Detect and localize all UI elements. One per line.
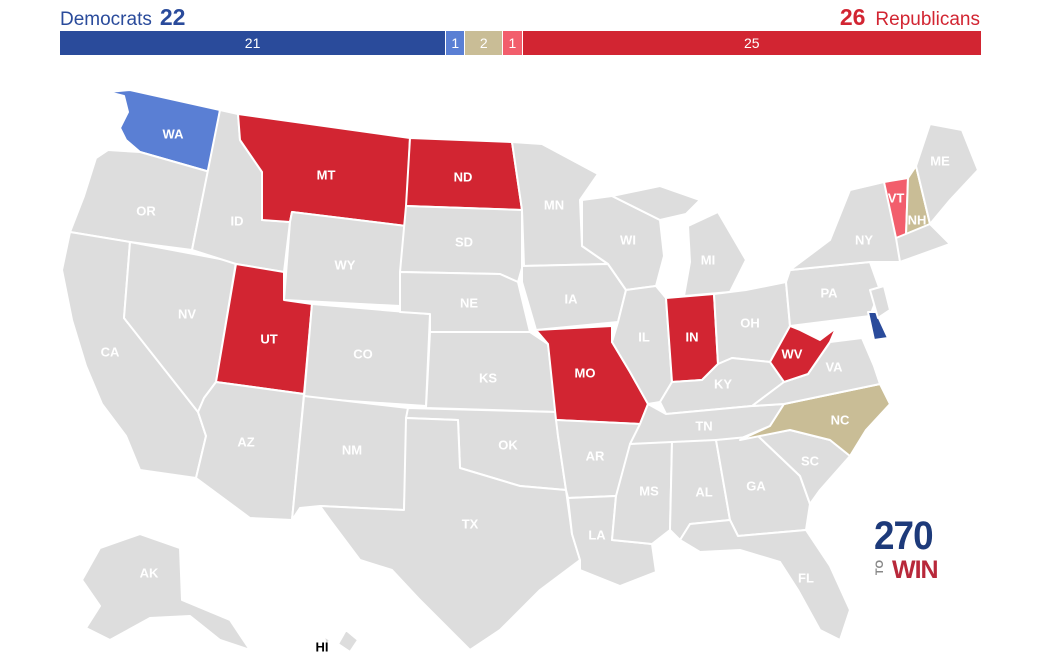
logo-270-text: 270	[874, 514, 934, 558]
label-me: ME	[930, 153, 950, 168]
label-ut: UT	[260, 331, 277, 346]
label-ny: NY	[855, 232, 873, 247]
label-wi: WI	[620, 232, 636, 247]
label-mn: MN	[544, 197, 564, 212]
state-wa[interactable]	[107, 89, 221, 173]
label-ky: KY	[714, 376, 732, 391]
label-va: VA	[825, 359, 843, 374]
state-az[interactable]	[195, 381, 305, 521]
label-ks: KS	[479, 370, 497, 385]
label-ar: AR	[586, 448, 605, 463]
logo-win-text: WIN	[892, 556, 939, 584]
label-il: IL	[638, 329, 650, 344]
label-sd: SD	[455, 234, 473, 249]
label-ia: IA	[565, 291, 579, 306]
label-sc: SC	[801, 453, 820, 468]
label-or: OR	[136, 203, 156, 218]
label-mi: MI	[701, 252, 715, 267]
label-nv: NV	[178, 306, 196, 321]
label-vt: VT	[888, 190, 905, 205]
state-nj	[869, 285, 891, 319]
bar-segment-safe-dem: 21	[60, 31, 447, 55]
republicans-header: 26 Republicans	[840, 4, 980, 31]
270towin-logo: 270 TO WIN	[874, 514, 944, 584]
state-fl[interactable]	[679, 519, 851, 641]
logo-to-text: TO	[874, 560, 886, 576]
label-ok: OK	[498, 437, 518, 452]
label-la: LA	[588, 527, 606, 542]
label-ak: AK	[140, 565, 159, 580]
state-tx[interactable]	[319, 417, 581, 651]
bar-segment-tossup: 2	[465, 31, 504, 55]
label-oh: OH	[740, 315, 760, 330]
state-wv[interactable]	[769, 325, 837, 383]
state-de[interactable]	[867, 311, 889, 341]
label-al: AL	[695, 484, 712, 499]
label-nd: ND	[454, 169, 473, 184]
democrats-header: Democrats 22	[60, 4, 185, 31]
label-pa: PA	[820, 285, 838, 300]
label-nm: NM	[342, 442, 362, 457]
state-il[interactable]	[611, 285, 673, 405]
label-nc: NC	[831, 412, 850, 427]
bar-segment-lean-rep: 1	[503, 31, 523, 55]
state-hi[interactable]	[323, 629, 359, 653]
label-wa: WA	[163, 126, 185, 141]
state-or[interactable]	[69, 149, 211, 251]
label-in: IN	[686, 329, 699, 344]
bar-segment-lean-dem: 1	[446, 31, 466, 55]
state-ne-corner	[895, 223, 951, 263]
label-fl: FL	[798, 570, 814, 585]
label-mo: MO	[575, 365, 596, 380]
democrats-total: 22	[159, 4, 186, 30]
label-ga: GA	[746, 478, 766, 493]
label-tx: TX	[462, 516, 479, 531]
label-wv: WV	[782, 346, 803, 361]
republicans-total: 26	[839, 4, 866, 30]
label-az: AZ	[237, 434, 254, 449]
state-wy[interactable]	[283, 211, 407, 307]
label-mt: MT	[317, 167, 336, 182]
republicans-label: Republicans	[875, 9, 980, 30]
label-ca: CA	[101, 344, 120, 359]
bar-segment-safe-rep: 25	[522, 31, 982, 55]
state-ny[interactable]	[789, 181, 901, 271]
seat-balance-bar: 21 1 2 1 25	[60, 31, 982, 55]
label-ne: NE	[460, 295, 478, 310]
state-nm[interactable]	[291, 395, 409, 521]
label-co: CO	[353, 346, 373, 361]
democrats-label: Democrats	[60, 9, 152, 30]
label-nh: NH	[908, 212, 927, 227]
label-tn: TN	[695, 418, 712, 433]
label-id: ID	[231, 213, 244, 228]
label-ms: MS	[639, 483, 659, 498]
label-hi: HI	[316, 639, 329, 654]
state-ak[interactable]	[81, 533, 251, 651]
label-wy: WY	[335, 257, 356, 272]
